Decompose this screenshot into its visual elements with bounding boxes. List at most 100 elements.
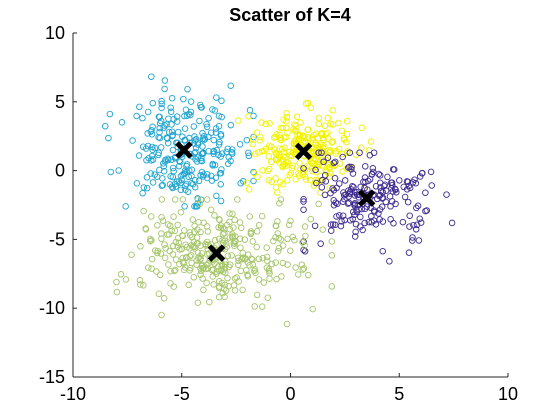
data-point <box>428 169 434 175</box>
data-point <box>159 176 165 182</box>
data-point <box>310 306 316 312</box>
data-point <box>256 256 262 262</box>
data-point <box>148 171 154 177</box>
data-point <box>191 274 197 280</box>
data-point <box>316 121 322 127</box>
data-point <box>182 204 188 210</box>
data-point <box>155 223 161 229</box>
data-point <box>204 197 210 203</box>
data-point <box>107 111 113 117</box>
data-point <box>154 269 160 275</box>
data-point <box>134 113 140 119</box>
data-point <box>316 115 322 121</box>
data-point <box>308 216 314 222</box>
data-point <box>407 213 413 219</box>
data-point <box>302 248 308 254</box>
data-point <box>157 272 163 278</box>
data-point <box>339 128 345 134</box>
data-point <box>149 74 155 80</box>
data-point <box>211 282 217 288</box>
data-point <box>322 192 328 198</box>
data-point <box>312 223 318 229</box>
data-point <box>267 121 273 127</box>
data-point <box>250 239 256 245</box>
data-point <box>344 118 350 124</box>
data-point <box>228 83 234 89</box>
data-point <box>175 222 181 228</box>
data-point <box>370 166 376 172</box>
data-point <box>144 185 150 191</box>
data-point <box>228 122 234 128</box>
y-tick-label: 10 <box>45 23 65 43</box>
data-point <box>170 147 176 153</box>
data-point <box>288 170 294 176</box>
data-point <box>400 219 406 225</box>
data-point <box>229 253 235 259</box>
data-point <box>219 98 225 104</box>
x-tick-label: -10 <box>60 384 86 404</box>
data-point <box>188 99 194 105</box>
data-point <box>284 321 290 327</box>
x-tick-label: 0 <box>285 384 295 404</box>
data-point <box>226 283 232 289</box>
data-point <box>182 228 188 234</box>
data-point <box>267 276 273 282</box>
chart-title: Scatter of K=4 <box>229 5 351 25</box>
data-point <box>247 107 253 113</box>
data-point <box>252 151 258 157</box>
data-point <box>159 197 165 203</box>
data-point <box>362 164 368 170</box>
data-point <box>322 123 328 129</box>
data-point <box>118 271 124 277</box>
data-point <box>185 86 191 92</box>
data-point <box>136 153 142 159</box>
data-point <box>385 174 391 180</box>
y-tick-label: -15 <box>39 367 65 387</box>
data-point <box>160 218 166 224</box>
data-point <box>290 234 296 240</box>
data-point <box>181 96 187 102</box>
data-point <box>156 291 162 297</box>
data-point <box>266 154 272 160</box>
data-point <box>255 174 261 180</box>
data-point <box>140 115 146 121</box>
data-point <box>166 262 172 268</box>
data-point <box>240 287 246 293</box>
data-point <box>329 253 335 259</box>
data-point <box>292 237 298 243</box>
data-point <box>293 265 299 271</box>
data-point <box>265 295 271 301</box>
data-point <box>134 180 140 186</box>
data-point <box>150 100 156 106</box>
data-point <box>298 120 304 126</box>
data-point <box>195 300 201 306</box>
data-point <box>423 190 429 196</box>
data-point <box>219 167 225 173</box>
data-point <box>261 280 267 286</box>
data-point <box>162 86 168 92</box>
data-point <box>138 243 144 249</box>
data-point <box>273 176 279 182</box>
x-ticks: -10 -5 0 5 10 <box>60 373 518 404</box>
data-point <box>297 160 303 166</box>
data-point <box>269 261 275 267</box>
data-point <box>123 204 129 210</box>
data-point <box>302 224 308 230</box>
data-point <box>169 95 175 101</box>
data-point <box>159 312 165 318</box>
data-point <box>305 272 311 278</box>
data-point <box>211 137 217 143</box>
data-point <box>137 104 143 110</box>
x-tick-label: 5 <box>394 384 404 404</box>
data-point <box>236 118 242 124</box>
data-point <box>273 185 279 191</box>
data-point <box>388 216 394 222</box>
data-point <box>318 241 324 247</box>
data-point <box>207 299 213 305</box>
data-point <box>416 238 422 244</box>
data-point <box>330 107 336 113</box>
data-point <box>130 138 136 144</box>
data-point <box>173 257 179 263</box>
data-point <box>359 125 365 131</box>
y-ticks: -15-10-50510 <box>39 23 77 387</box>
